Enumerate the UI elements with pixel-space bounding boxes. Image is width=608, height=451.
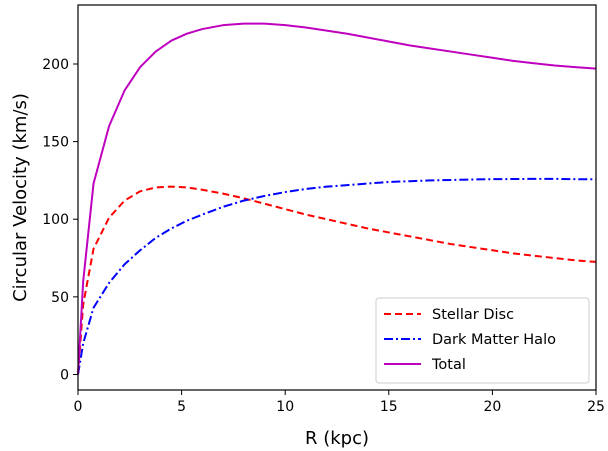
x-tick-label-5: 25 (587, 399, 605, 415)
y-tick-label-0: 0 (60, 367, 69, 383)
plot-area (77, 22, 597, 375)
ticks-layer: 0 5 10 15 20 25 0 50 100 150 200 (42, 57, 605, 415)
y-tick-label-4: 200 (42, 57, 69, 73)
legend: Stellar Disc Dark Matter Halo Total (375, 297, 590, 384)
x-axis-label: R (kpc) (305, 428, 369, 449)
series-line-2 (77, 22, 597, 375)
y-tick-label-1: 50 (51, 290, 69, 306)
legend-label-0: Stellar Disc (432, 307, 514, 323)
legend-label-2: Total (431, 357, 466, 373)
series-line-1 (77, 177, 597, 375)
x-tick-label-1: 5 (177, 399, 186, 415)
x-tick-label-3: 15 (380, 399, 398, 415)
x-tick-label-0: 0 (74, 399, 83, 415)
legend-box (375, 297, 590, 384)
y-tick-label-3: 150 (42, 135, 69, 151)
y-tick-label-2: 100 (42, 212, 69, 228)
x-tick-label-2: 10 (276, 399, 294, 415)
x-tick-label-4: 20 (483, 399, 501, 415)
y-axis-label: Circular Velocity (km/s) (10, 93, 31, 302)
legend-label-1: Dark Matter Halo (432, 332, 556, 348)
axes-frame (77, 4, 597, 391)
